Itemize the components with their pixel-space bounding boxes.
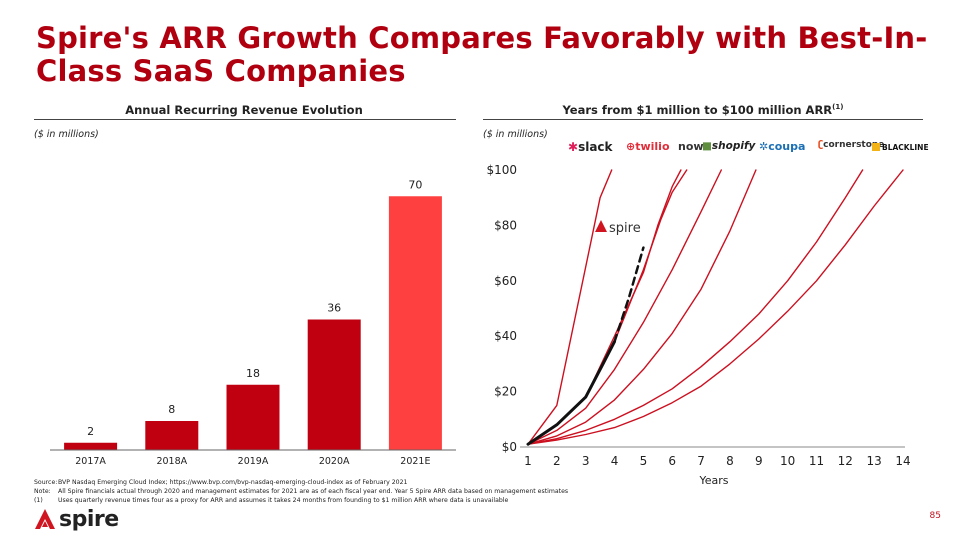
left-panel-rule [34, 119, 456, 120]
page-number: 85 [929, 511, 941, 521]
bar-value-label: 70 [408, 178, 422, 191]
company-series-line-3 [527, 169, 688, 445]
x-tick-label: 10 [780, 454, 795, 468]
y-tick-label: $20 [494, 385, 517, 399]
x-tick-label: 2 [553, 454, 561, 468]
footnote-text: Uses quarterly revenue times four as a p… [58, 497, 509, 504]
x-tick-label: 3 [582, 454, 590, 468]
footnote-text: All Spire financials actual through 2020… [58, 488, 569, 495]
company-series-line-7 [527, 169, 904, 445]
servicenow-logo: now [678, 140, 704, 153]
shopify-logo: ■shopify [702, 140, 756, 152]
x-tick-label: 6 [668, 454, 676, 468]
twilio-logo: ⊕twilio [626, 140, 670, 153]
footnotes: Source: BVP Nasdaq Emerging Cloud Index;… [34, 478, 594, 505]
y-tick-label: $60 [494, 274, 517, 288]
x-tick-label: 8 [726, 454, 734, 468]
bar-value-label: 36 [327, 302, 341, 315]
x-tick-label: 5 [640, 454, 648, 468]
twilio-icon: ⊕ [626, 140, 636, 153]
x-tick-label: 2021E [400, 456, 430, 467]
x-tick-label: 7 [697, 454, 705, 468]
x-tick-label: 4 [611, 454, 619, 468]
company-series-line-5 [527, 169, 757, 445]
x-tick-label: 13 [867, 454, 882, 468]
spire-series-line [613, 246, 645, 343]
spire-logo: spire [34, 506, 119, 532]
bar-value-label: 8 [168, 403, 175, 416]
bar-2020A [307, 319, 361, 450]
arr-bar-chart: 2 2017A 8 2018A 18 2019A 36 2020A 70 2021E [50, 178, 456, 467]
footnote-text: BVP Nasdaq Emerging Cloud Index; https:/… [58, 479, 408, 486]
spire-series-label: spire [595, 220, 641, 236]
right-unit-note: ($ in millions) [483, 129, 548, 140]
spire-series-label-text: spire [609, 221, 641, 236]
coupa-logo: ✲coupa [759, 140, 806, 153]
spire-triangle-icon [595, 220, 607, 232]
blackline-logo: BLACKLINE [872, 143, 929, 152]
page-title: Spire's ARR Growth Compares Favorably wi… [36, 21, 928, 88]
company-series-line-6 [527, 169, 864, 445]
x-tick-label: 9 [755, 454, 763, 468]
left-panel-heading: Annual Recurring Revenue Evolution [125, 103, 363, 117]
cornerstone-icon: ʗ [818, 140, 824, 150]
y-tick-label: $80 [494, 218, 517, 232]
slack-logo: ✱slack [568, 140, 613, 154]
y-tick-label: $40 [494, 329, 517, 343]
blackline-icon [872, 143, 880, 151]
bar-2019A [226, 384, 280, 450]
coupa-icon: ✲ [759, 140, 769, 153]
right-panel-heading: Years from $1 million to $100 million AR… [483, 103, 923, 117]
footnote-key: Source: [34, 479, 58, 486]
bar-value-label: 2 [87, 425, 94, 438]
footnote-source: Source: BVP Nasdaq Emerging Cloud Index;… [34, 478, 594, 487]
company-series-line-2 [527, 169, 682, 445]
x-tick-label: 2018A [156, 456, 187, 467]
slack-icon: ✱ [568, 140, 579, 154]
x-tick-label: 11 [809, 454, 824, 468]
footnote-note: Note: All Spire financials actual throug… [34, 487, 594, 496]
x-tick-label: 12 [838, 454, 853, 468]
x-tick-label: 1 [524, 454, 532, 468]
shopify-bag-icon: ■ [702, 140, 712, 152]
footnote-marker: (1) [832, 103, 844, 112]
x-tick-label: 2017A [75, 456, 106, 467]
bar-2017A [64, 442, 118, 450]
left-unit-note: ($ in millions) [34, 129, 99, 140]
bar-2021E [388, 196, 442, 450]
right-panel-rule [483, 119, 923, 120]
cornerstone-logo: ʗcornerstone [818, 140, 885, 150]
company-logos: ✱slack ⊕twilio now ■shopify ✲coupa ʗcorn… [566, 140, 929, 162]
x-tick-label: 2020A [319, 456, 350, 467]
spire-logo-wordmark: spire [59, 506, 119, 532]
spire-logo-icon [35, 509, 55, 529]
company-series-line-1 [527, 169, 613, 445]
footnote-key: (1) [34, 497, 43, 504]
right-panel-heading-text: Years from $1 million to $100 million AR… [562, 103, 833, 117]
company-series-line-4 [527, 169, 722, 445]
footnote-1: (1) Uses quarterly revenue times four as… [34, 496, 594, 505]
y-tick-label: $100 [486, 163, 517, 177]
spire-series-line [526, 340, 616, 446]
bar-2018A [145, 421, 199, 450]
y-tick-label: $0 [502, 440, 517, 454]
bar-value-label: 18 [246, 367, 260, 380]
x-axis-label: Years [698, 474, 728, 487]
x-tick-label: 2019A [238, 456, 269, 467]
x-tick-label: 14 [895, 454, 910, 468]
footnote-key: Note: [34, 488, 51, 495]
